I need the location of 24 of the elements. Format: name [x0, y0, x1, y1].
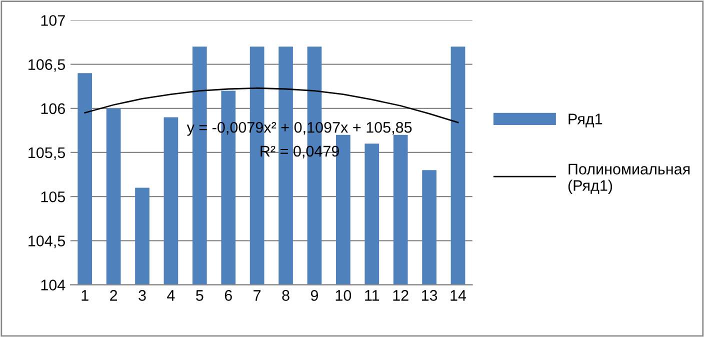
- x-tick-label: 12: [393, 290, 408, 301]
- y-tick-label: 105: [41, 191, 65, 202]
- y-tick-label: 104,5: [28, 236, 65, 248]
- x-tick-label: 14: [450, 290, 466, 301]
- x-tick-label: 8: [282, 290, 290, 301]
- x-tick-label: 6: [224, 290, 232, 301]
- x-tick-label: 13: [422, 290, 438, 301]
- x-tick-label: 5: [196, 290, 204, 301]
- y-tick-label: 104: [41, 280, 66, 290]
- x-tick-label: 11: [365, 290, 380, 301]
- x-tick-label: 10: [336, 290, 352, 301]
- y-tick-label: 106: [41, 103, 65, 114]
- y-tick-label: 107: [41, 15, 65, 26]
- x-tick-label: 4: [167, 290, 175, 301]
- legend-label: Полиномиальная (Ряд1): [568, 164, 690, 194]
- legend-label: Ряд1: [568, 114, 602, 128]
- x-tick-label: 3: [138, 290, 146, 301]
- x-tick-label: 2: [110, 290, 118, 301]
- x-tick-label: 1: [82, 290, 88, 301]
- line-series: [84, 87, 459, 124]
- x-tick-label: 9: [310, 290, 318, 301]
- x-tick-label: 7: [254, 290, 261, 301]
- y-tick-label: 106,5: [28, 59, 65, 72]
- y-tick-label: 105,5: [28, 147, 65, 160]
